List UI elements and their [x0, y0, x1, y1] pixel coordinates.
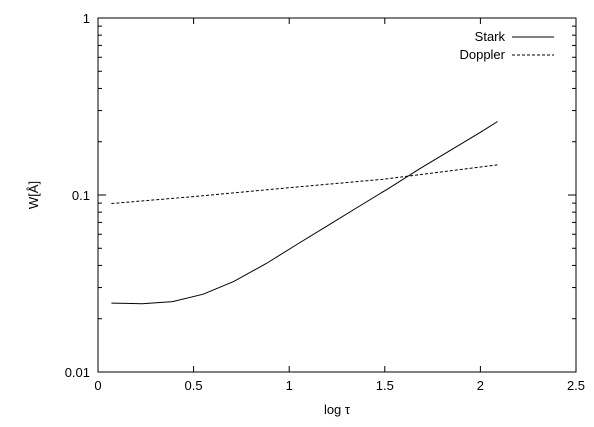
x-tick-label: 0.5 — [185, 378, 203, 393]
series-stark — [111, 121, 498, 305]
legend: Stark Doppler — [459, 29, 554, 62]
axis-ticks: 0 0.5 1 1.5 2 2.5 0.01 0.1 1 — [65, 11, 585, 393]
legend-label-doppler: Doppler — [459, 47, 505, 62]
plot-frame — [97, 17, 577, 373]
x-tick-label: 1.5 — [376, 378, 394, 393]
series-doppler — [111, 164, 498, 204]
y-axis-label: W[Å] — [26, 181, 41, 209]
legend-label-stark: Stark — [475, 29, 506, 44]
y-tick-label: 1 — [83, 11, 90, 26]
y-tick-label: 0.01 — [65, 365, 90, 380]
x-tick-label: 1 — [286, 378, 293, 393]
x-tick-label: 0 — [94, 378, 101, 393]
series-layer — [111, 121, 498, 305]
x-axis-label: log τ — [324, 402, 351, 417]
x-tick-label: 2.5 — [567, 378, 585, 393]
y-tick-label: 0.1 — [72, 188, 90, 203]
x-tick-label: 2 — [477, 378, 484, 393]
